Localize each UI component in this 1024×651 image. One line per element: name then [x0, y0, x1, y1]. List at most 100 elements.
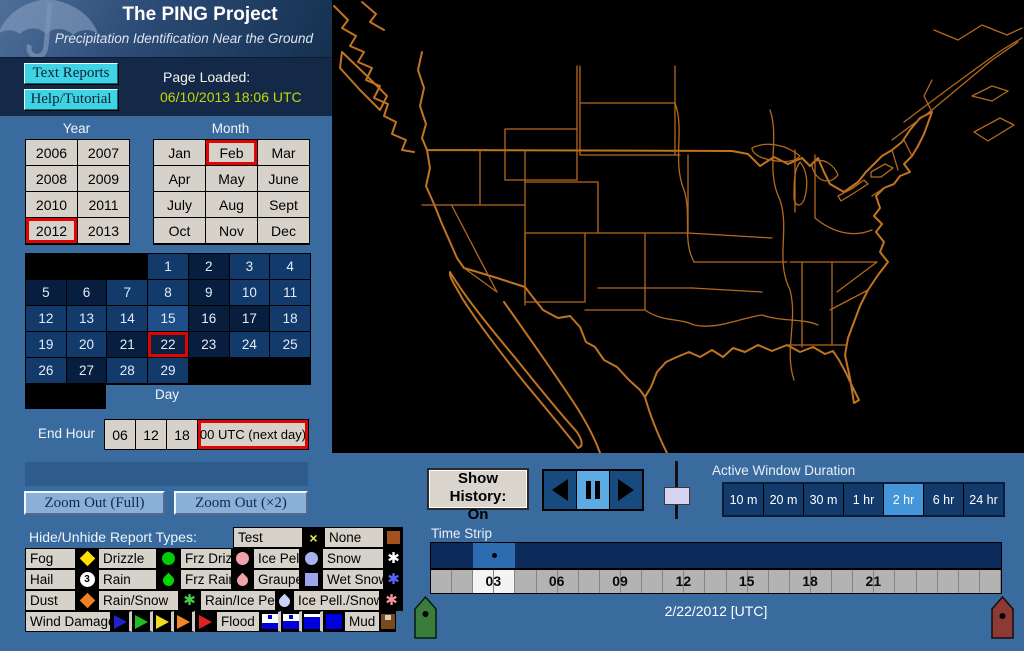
year-cell-2006[interactable]: 2006	[26, 140, 77, 165]
day-cell-27[interactable]: 27	[66, 358, 107, 383]
month-cell-jan[interactable]: Jan	[154, 140, 205, 165]
duration-button-30m[interactable]: 30 m	[804, 484, 844, 515]
day-cell-20[interactable]: 20	[66, 332, 107, 357]
month-cell-mar[interactable]: Mar	[258, 140, 309, 165]
legend-label-snow[interactable]: Snow	[322, 548, 384, 569]
day-cell-17[interactable]: 17	[229, 306, 270, 331]
legend-tile-triangle[interactable]	[132, 611, 153, 632]
duration-button-20m[interactable]: 20 m	[764, 484, 804, 515]
day-cell-16[interactable]: 16	[188, 306, 229, 331]
day-cell-9[interactable]: 9	[188, 280, 229, 305]
us-map[interactable]	[332, 0, 1024, 453]
month-cell-oct[interactable]: Oct	[154, 218, 205, 243]
legend-tile-circle[interactable]	[157, 548, 180, 569]
legend-tile-triangle[interactable]	[111, 611, 132, 632]
help-tutorial-button[interactable]: Help/Tutorial	[24, 89, 118, 110]
time-cell-1[interactable]	[452, 570, 474, 593]
time-cell-18[interactable]	[811, 570, 833, 593]
zoom-out-full-button[interactable]: Zoom Out (Full)	[24, 491, 165, 515]
legend-tile-circle[interactable]	[300, 548, 322, 569]
legend-label-ice-pellets[interactable]: Ice Pellets	[253, 548, 300, 569]
time-cell-2[interactable]	[473, 570, 495, 593]
show-history-toggle[interactable]: Show History: On	[427, 468, 529, 523]
day-cell-28[interactable]: 28	[107, 358, 148, 383]
legend-tile-triangle[interactable]	[174, 611, 195, 632]
legend-tile-mud[interactable]	[380, 611, 396, 632]
legend-label-frz-rain[interactable]: Frz Rain	[180, 569, 232, 590]
legend-tile-x-mark[interactable]: ×	[303, 527, 324, 548]
time-cell-14[interactable]	[727, 570, 748, 593]
time-cell-8[interactable]	[600, 570, 621, 593]
legend-label-drizzle[interactable]: Drizzle	[98, 548, 157, 569]
legend-tile-square[interactable]	[300, 569, 322, 590]
month-cell-june[interactable]: June	[258, 166, 309, 191]
time-cell-23[interactable]	[917, 570, 938, 593]
day-cell-13[interactable]: 13	[66, 306, 107, 331]
legend-tile-flood[interactable]	[281, 611, 302, 632]
legend-tile-drop[interactable]	[232, 569, 253, 590]
time-cell-12[interactable]	[684, 570, 706, 593]
legend-label-rain-snow[interactable]: Rain/Snow	[98, 590, 179, 611]
end-hour-button-06[interactable]: 06	[105, 420, 136, 449]
time-cell-19[interactable]	[832, 570, 854, 593]
day-cell-7[interactable]: 7	[107, 280, 148, 305]
duration-button-1hr[interactable]: 1 hr	[844, 484, 884, 515]
speed-slider-handle[interactable]	[664, 487, 690, 505]
time-cell-0[interactable]	[431, 570, 453, 593]
start-time-marker[interactable]	[414, 596, 437, 639]
time-cell-17[interactable]	[790, 570, 811, 593]
day-cell-6[interactable]: 6	[66, 280, 107, 305]
duration-button-10m[interactable]: 10 m	[724, 484, 764, 515]
day-cell-24[interactable]: 24	[229, 332, 270, 357]
day-cell-1[interactable]: 1	[148, 254, 188, 279]
time-cell-20[interactable]	[853, 570, 875, 593]
legend-tile-asterisk[interactable]: ✱	[179, 590, 200, 611]
month-cell-aug[interactable]: Aug	[206, 192, 257, 217]
time-cell-15[interactable]	[748, 570, 769, 593]
legend-label-test[interactable]: Test	[233, 527, 303, 548]
active-window-highlight[interactable]	[473, 543, 516, 568]
year-cell-2009[interactable]: 2009	[78, 166, 129, 191]
day-cell-26[interactable]: 26	[26, 358, 66, 383]
day-cell-25[interactable]: 25	[270, 332, 310, 357]
legend-label-wind-damage[interactable]: Wind Damage	[25, 611, 111, 632]
legend-tile-flood[interactable]	[302, 611, 323, 632]
day-cell-12[interactable]: 12	[26, 306, 66, 331]
day-cell-18[interactable]: 18	[270, 306, 310, 331]
legend-tile-diamond[interactable]	[76, 548, 98, 569]
legend-label-rain-ice-pell-[interactable]: Rain/Ice Pell.	[200, 590, 276, 611]
legend-tile-flood[interactable]	[260, 611, 281, 632]
legend-tile-circle-number[interactable]: 3	[76, 569, 98, 590]
legend-label-fog[interactable]: Fog	[25, 548, 76, 569]
legend-tile-drop[interactable]	[157, 569, 180, 590]
time-cell-21[interactable]	[874, 570, 896, 593]
time-cell-4[interactable]	[515, 570, 537, 593]
pause-button[interactable]	[576, 471, 610, 509]
step-back-button[interactable]	[544, 471, 576, 509]
day-cell-29[interactable]: 29	[148, 358, 188, 383]
time-cell-11[interactable]	[663, 570, 685, 593]
time-cell-5[interactable]	[537, 570, 558, 593]
day-cell-2[interactable]: 2	[188, 254, 229, 279]
year-cell-2011[interactable]: 2011	[78, 192, 129, 217]
text-reports-button[interactable]: Text Reports	[24, 63, 118, 84]
time-cell-7[interactable]	[579, 570, 600, 593]
legend-label-frz-driz[interactable]: Frz Driz	[180, 548, 232, 569]
end-hour-button-00[interactable]: 00 UTC (next day)	[198, 420, 308, 449]
legend-label-hail[interactable]: Hail	[25, 569, 76, 590]
end-time-marker[interactable]	[991, 596, 1014, 639]
month-cell-may[interactable]: May	[206, 166, 257, 191]
month-cell-sept[interactable]: Sept	[258, 192, 309, 217]
zoom-out-x2-button[interactable]: Zoom Out (×2)	[174, 491, 308, 515]
duration-button-2hr[interactable]: 2 hr	[884, 484, 924, 515]
day-cell-22[interactable]: 22	[148, 332, 188, 357]
year-cell-2008[interactable]: 2008	[26, 166, 77, 191]
time-cell-9[interactable]	[621, 570, 643, 593]
month-cell-apr[interactable]: Apr	[154, 166, 205, 191]
end-hour-button-12[interactable]: 12	[136, 420, 167, 449]
day-cell-11[interactable]: 11	[270, 280, 310, 305]
time-cell-6[interactable]	[558, 570, 579, 593]
time-cell-3[interactable]	[494, 570, 516, 593]
time-cell-24[interactable]	[938, 570, 959, 593]
legend-tile-triangle[interactable]	[153, 611, 174, 632]
